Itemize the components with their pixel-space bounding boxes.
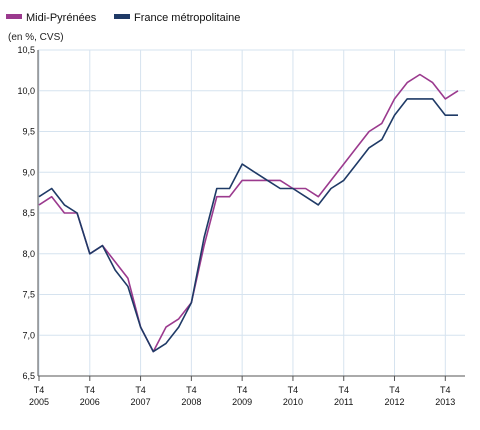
x-tick-label-quarter: T4 xyxy=(85,385,96,395)
x-tick-label-quarter: T4 xyxy=(440,385,451,395)
x-axis-ticks xyxy=(38,376,446,381)
legend-label-midi-pyrenees: Midi-Pyrénées xyxy=(26,12,97,24)
y-tick-label: 9,5 xyxy=(22,127,35,137)
unit-label: (en %, CVS) xyxy=(8,32,64,43)
x-tick-label-year: 2012 xyxy=(384,397,404,407)
x-tick-label-year: 2007 xyxy=(131,397,151,407)
legend-swatch-france-metropolitaine xyxy=(114,14,130,19)
y-tick-label: 6,5 xyxy=(22,371,35,381)
x-tick-label-year: 2008 xyxy=(181,397,201,407)
x-tick-label-year: 2010 xyxy=(283,397,303,407)
legend-swatch-midi-pyrenees xyxy=(6,14,22,19)
y-tick-label: 8,0 xyxy=(22,249,35,259)
series-line-france-metropolitaine xyxy=(38,98,458,353)
x-tick-label-quarter: T4 xyxy=(338,385,349,395)
x-tick-label-year: 2005 xyxy=(29,397,49,407)
x-tick-label-quarter: T4 xyxy=(186,385,197,395)
x-tick-label-year: 2009 xyxy=(232,397,252,407)
series-lines xyxy=(38,73,459,353)
y-tick-label: 10,0 xyxy=(17,86,35,96)
x-tick-label-year: 2006 xyxy=(80,397,100,407)
y-tick-label: 9,0 xyxy=(22,167,35,177)
y-axis-tick-labels: 6,5 7,0 7,5 8,0 8,5 9,0 9,5 10,0 10,5 xyxy=(17,45,35,381)
legend: Midi-Pyrénées France métropolitaine xyxy=(6,12,240,24)
y-tick-label: 8,5 xyxy=(22,208,35,218)
y-tick-label: 7,5 xyxy=(22,290,35,300)
y-tick-label: 7,0 xyxy=(22,330,35,340)
x-tick-label-quarter: T4 xyxy=(288,385,299,395)
x-tick-label-quarter: T4 xyxy=(34,385,45,395)
x-tick-label-quarter: T4 xyxy=(237,385,248,395)
x-axis-tick-labels: T4 2005 T4 2006 T4 2007 T4 2008 T4 2009 T4 2010 T4 20… xyxy=(29,385,455,407)
legend-label-france-metropolitaine: France métropolitaine xyxy=(134,12,240,24)
series-line-midi-pyrenees xyxy=(38,73,459,353)
vertical-gridlines xyxy=(38,50,446,376)
x-tick-label-year: 2011 xyxy=(334,397,353,407)
x-tick-label-quarter: T4 xyxy=(389,385,400,395)
x-tick-label-year: 2013 xyxy=(435,397,455,407)
x-tick-label-quarter: T4 xyxy=(135,385,146,395)
y-tick-label: 10,5 xyxy=(17,45,35,55)
